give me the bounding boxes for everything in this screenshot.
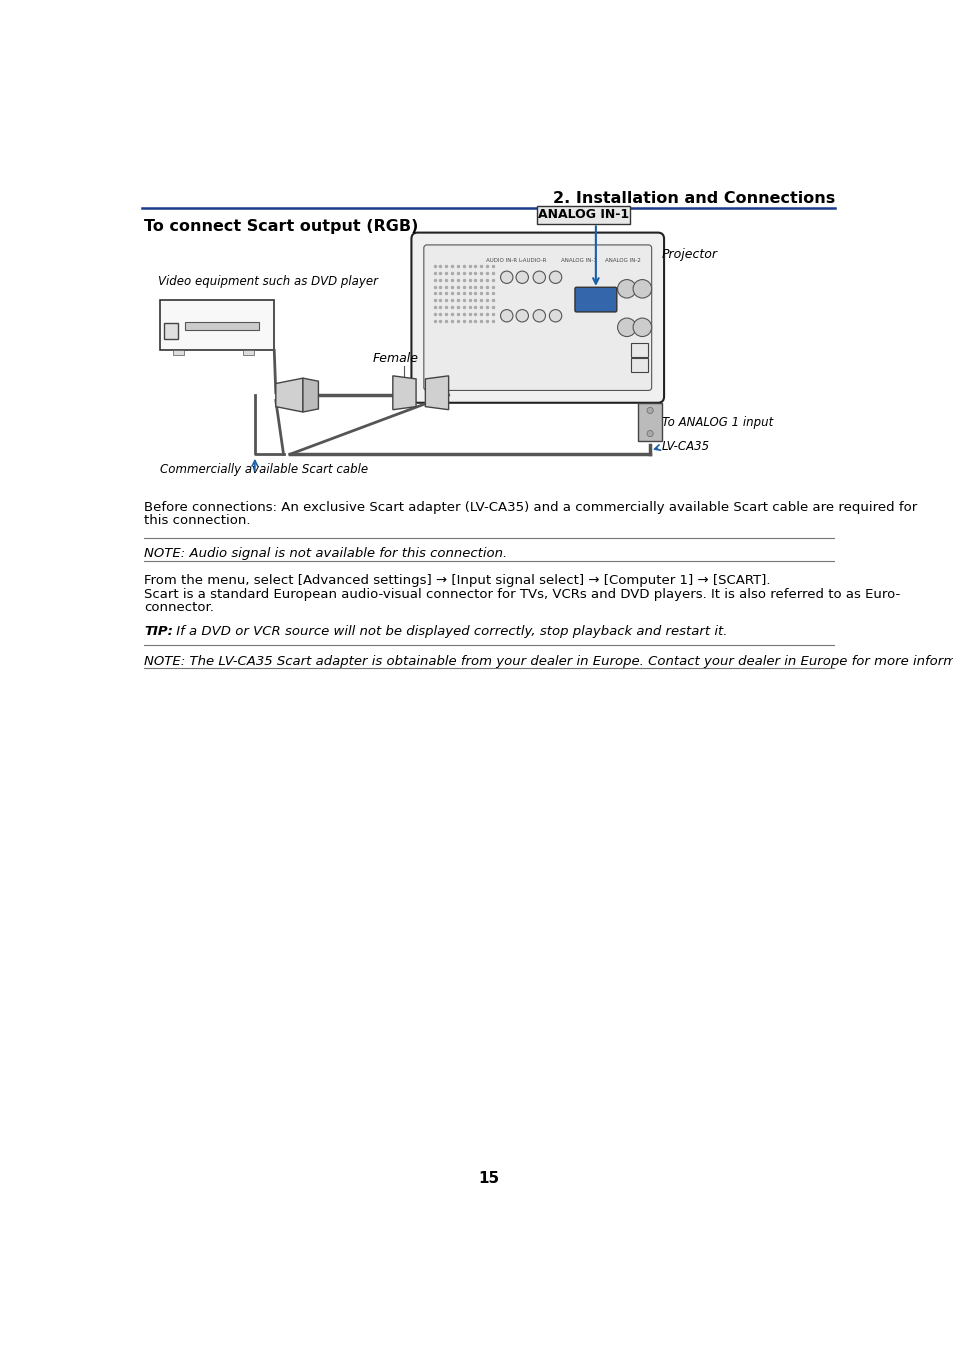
Circle shape [516, 271, 528, 283]
Bar [243, 350, 253, 355]
Polygon shape [303, 379, 318, 412]
Text: AUDIO IN-R: AUDIO IN-R [485, 257, 517, 263]
Circle shape [549, 271, 561, 283]
Text: Video equipment such as DVD player: Video equipment such as DVD player [158, 275, 377, 287]
Text: Before connections: An exclusive Scart adapter (LV-CA35) and a commercially avai: Before connections: An exclusive Scart a… [144, 500, 917, 514]
Text: 2. Installation and Connections: 2. Installation and Connections [553, 191, 835, 206]
Bar [630, 342, 647, 357]
Bar [173, 350, 184, 355]
Text: Scart is a standard European audio-visual connector for TVs, VCRs and DVD player: Scart is a standard European audio-visua… [144, 588, 900, 601]
Text: To connect Scart output (RGB): To connect Scart output (RGB) [144, 218, 418, 235]
Polygon shape [393, 376, 416, 410]
Text: Commercially available Scart cable: Commercially available Scart cable [159, 464, 367, 476]
Text: Female: Female [373, 352, 418, 364]
FancyBboxPatch shape [423, 245, 651, 391]
Circle shape [633, 318, 651, 337]
Text: L-AUDIO-R: L-AUDIO-R [517, 257, 546, 263]
Text: this connection.: this connection. [144, 514, 251, 527]
Circle shape [533, 271, 545, 283]
Text: LV-CA35: LV-CA35 [661, 441, 709, 453]
Circle shape [549, 310, 561, 322]
FancyBboxPatch shape [159, 301, 274, 350]
Circle shape [533, 310, 545, 322]
FancyBboxPatch shape [537, 206, 629, 224]
Bar [630, 359, 647, 372]
Circle shape [617, 318, 636, 337]
Text: connector.: connector. [144, 601, 213, 613]
Circle shape [646, 407, 653, 414]
Text: Projector: Projector [661, 248, 717, 260]
Circle shape [633, 279, 651, 298]
Polygon shape [275, 379, 303, 412]
Text: ANALOG IN-2: ANALOG IN-2 [604, 257, 640, 263]
Text: To ANALOG 1 input: To ANALOG 1 input [661, 415, 772, 429]
Text: If a DVD or VCR source will not be displayed correctly, stop playback and restar: If a DVD or VCR source will not be displ… [172, 625, 727, 639]
Text: TIP:: TIP: [144, 625, 172, 639]
Circle shape [500, 310, 513, 322]
Text: 15: 15 [477, 1170, 499, 1186]
Text: ANALOG IN-1: ANALOG IN-1 [560, 257, 597, 263]
Circle shape [516, 310, 528, 322]
FancyBboxPatch shape [411, 233, 663, 403]
Circle shape [617, 279, 636, 298]
Circle shape [646, 430, 653, 437]
Bar [185, 322, 258, 330]
Text: From the menu, select [Advanced settings] → [Input signal select] → [Computer 1]: From the menu, select [Advanced settings… [144, 574, 770, 588]
Bar [164, 324, 178, 338]
FancyBboxPatch shape [575, 287, 617, 311]
Bar [638, 403, 661, 441]
Text: ANALOG IN-1: ANALOG IN-1 [537, 209, 628, 221]
Polygon shape [425, 376, 448, 410]
Circle shape [500, 271, 513, 283]
Text: NOTE: Audio signal is not available for this connection.: NOTE: Audio signal is not available for … [144, 547, 507, 559]
Text: NOTE: The LV-CA35 Scart adapter is obtainable from your dealer in Europe. Contac: NOTE: The LV-CA35 Scart adapter is obtai… [144, 655, 953, 667]
